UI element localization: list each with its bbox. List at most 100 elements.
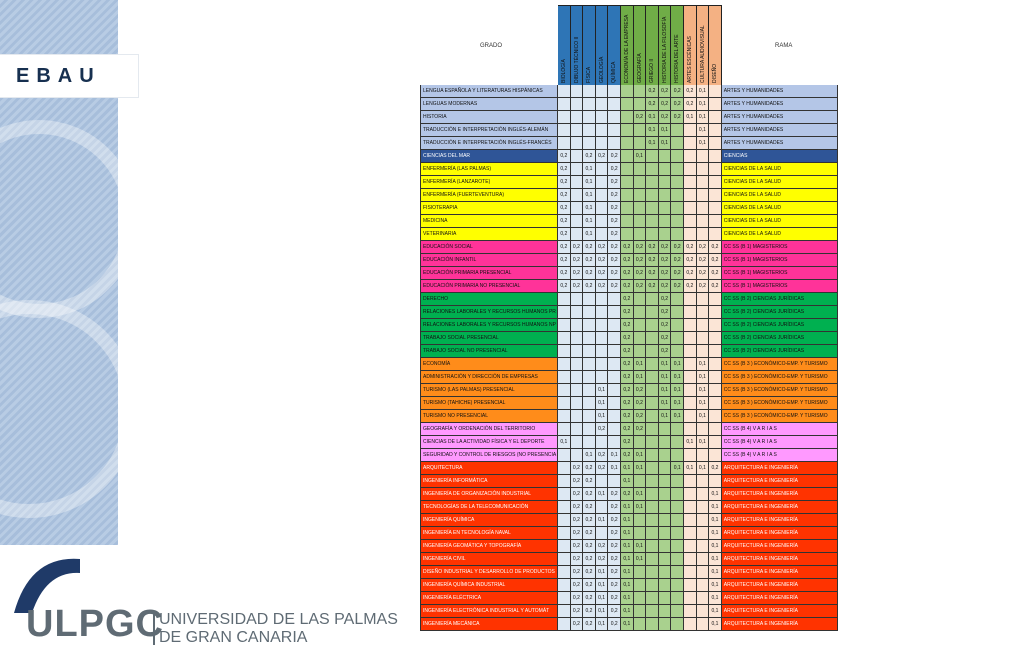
subject-header: ECONOMÍA DE LA EMPRESA: [621, 5, 634, 85]
weight-cell: [646, 202, 659, 215]
grado-cell: INGENIERÍA ELECTRÓNICA INDUSTRIAL Y AUTO…: [420, 605, 558, 618]
weight-cell: [633, 98, 647, 111]
weight-cell: 0,2: [696, 267, 710, 280]
weight-cell: [684, 410, 697, 423]
rama-cell: CC SS (B 4) V A R I A S: [721, 423, 838, 436]
weight-cell: [646, 384, 659, 397]
weight-cell: 0,2: [595, 267, 609, 280]
weight-cell: [633, 176, 647, 189]
weight-cell: 0,2: [570, 475, 584, 488]
weight-cell: [684, 592, 697, 605]
weight-cell: 0,2: [583, 501, 596, 514]
weight-cell: [671, 215, 684, 228]
weight-cell: [608, 410, 621, 423]
weight-cell: [684, 566, 697, 579]
weight-cell: [684, 397, 697, 410]
weight-cell: 0,1: [709, 566, 722, 579]
subject-label: GEOLOGÍA: [598, 56, 605, 83]
weight-cell: [558, 579, 571, 592]
weight-cell: [658, 176, 672, 189]
weight-cell: [684, 371, 697, 384]
weight-cell: [658, 592, 672, 605]
weight-cell: [570, 137, 584, 150]
weight-cell: 0,2: [621, 436, 634, 449]
weight-cell: [684, 605, 697, 618]
weight-cell: [583, 293, 596, 306]
weight-cell: [696, 527, 710, 540]
weight-cell: [633, 319, 647, 332]
weight-cell: [595, 85, 609, 98]
weight-cell: 0,2: [595, 449, 609, 462]
grado-cell: DISEÑO INDUSTRIAL Y DESARROLLO DE PRODUC…: [420, 566, 558, 579]
weight-cell: 0,2: [633, 111, 647, 124]
weight-cell: [558, 111, 571, 124]
weight-cell: [696, 215, 710, 228]
weight-cell: [684, 137, 697, 150]
weight-cell: [558, 618, 571, 631]
rama-cell: CC SS (B 1) MAGISTERIOS: [721, 267, 838, 280]
grado-cell: ECONOMÍA: [420, 358, 558, 371]
weight-cell: 0,2: [583, 254, 596, 267]
grado-cell: INGENIERÍA ELÉCTRICA: [420, 592, 558, 605]
rama-cell: ARQUITECTURA E INGENIERÍA: [721, 553, 838, 566]
subject-header: FÍSICA: [583, 5, 596, 85]
weight-cell: 0,2: [621, 306, 634, 319]
rama-cell: ARTES Y HUMANIDADES: [721, 98, 838, 111]
weight-cell: [608, 358, 621, 371]
weight-cell: [633, 475, 647, 488]
weight-cell: 0,2: [570, 605, 584, 618]
rama-cell: CIENCIAS DE LA SALUD: [721, 215, 838, 228]
weight-cell: [696, 540, 710, 553]
weight-cell: [658, 527, 672, 540]
weight-cell: [671, 618, 684, 631]
weight-cell: [696, 293, 710, 306]
weight-cell: [646, 579, 659, 592]
weight-cell: [696, 488, 710, 501]
weight-cell: [684, 618, 697, 631]
weight-cell: 0,2: [583, 514, 596, 527]
weight-cell: [684, 358, 697, 371]
grado-cell: EDUCACIÓN SOCIAL: [420, 241, 558, 254]
weight-cell: [646, 566, 659, 579]
grado-cell: ADMINISTRACIÓN Y DIRECCIÓN DE EMPRESAS: [420, 371, 558, 384]
weight-cell: [558, 124, 571, 137]
weight-cell: 0,2: [558, 150, 571, 163]
rama-cell: CC SS (B 2) CIENCIAS JURÍDICAS: [721, 345, 838, 358]
weight-cell: [583, 436, 596, 449]
decorative-arc: [0, 300, 118, 518]
weight-cell: [646, 592, 659, 605]
weight-cell: [558, 449, 571, 462]
weight-cell: [671, 163, 684, 176]
weight-cell: 0,1: [633, 462, 647, 475]
weight-cell: [709, 228, 722, 241]
weight-cell: [583, 397, 596, 410]
weight-cell: [558, 423, 571, 436]
weight-cell: 0,2: [658, 241, 672, 254]
rama-cell: ARQUITECTURA E INGENIERÍA: [721, 462, 838, 475]
weight-cell: [558, 332, 571, 345]
weight-cell: [558, 514, 571, 527]
weight-cell: [684, 293, 697, 306]
weight-cell: 0,1: [709, 605, 722, 618]
grado-cell: TRADUCCIÓN E INTERPRETACIÓN INGLÉS-ALEMÁ…: [420, 124, 558, 137]
weight-cell: [696, 150, 710, 163]
weight-cell: 0,2: [595, 462, 609, 475]
rama-cell: ARQUITECTURA E INGENIERÍA: [721, 592, 838, 605]
rama-cell: ARQUITECTURA E INGENIERÍA: [721, 618, 838, 631]
weight-cell: 0,2: [570, 501, 584, 514]
weight-cell: 0,2: [621, 449, 634, 462]
rama-cell: CC SS (B 3 ) ECONÓMICO-EMP. Y TURISMO: [721, 410, 838, 423]
weight-cell: [658, 475, 672, 488]
weight-cell: [671, 488, 684, 501]
weight-cell: [570, 150, 584, 163]
weight-cell: [709, 319, 722, 332]
weight-cell: 0,1: [595, 605, 609, 618]
weight-cell: [558, 85, 571, 98]
weight-cell: [684, 124, 697, 137]
subject-header: BIOLOGÍA: [558, 5, 571, 85]
weight-cell: [595, 163, 609, 176]
weight-cell: [633, 215, 647, 228]
weight-cell: 0,2: [658, 254, 672, 267]
weight-cell: [646, 228, 659, 241]
weight-cell: 0,2: [658, 267, 672, 280]
